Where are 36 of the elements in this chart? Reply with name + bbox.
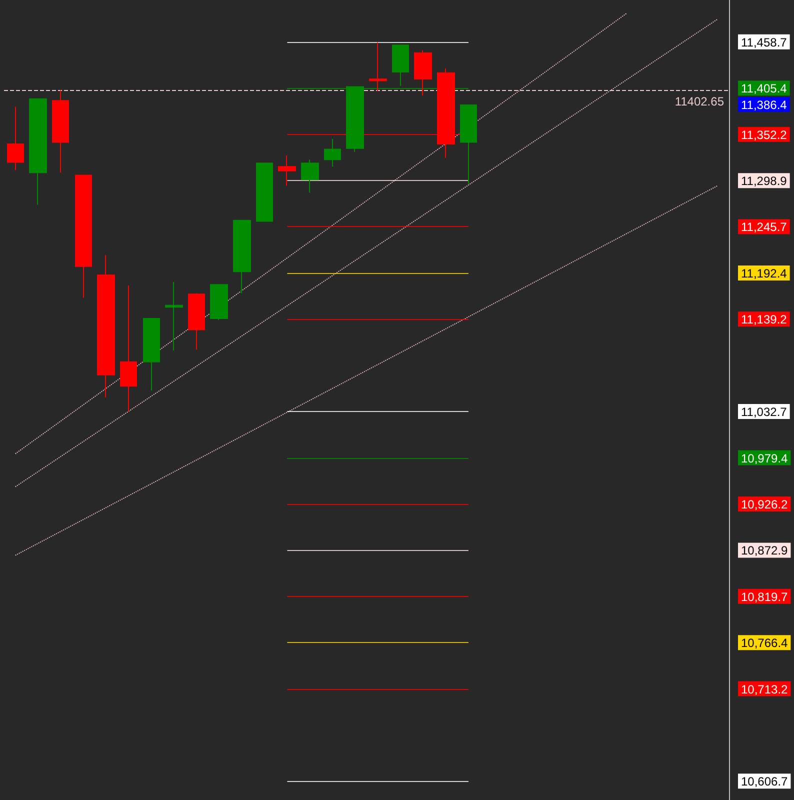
candlestick <box>188 292 205 350</box>
candlestick <box>301 159 319 194</box>
y-tick-label: 10,606.7 <box>741 774 788 789</box>
y-tick-label: 11,245.7 <box>741 220 788 234</box>
y-tick-label: 11,139.2 <box>741 312 788 327</box>
candlestick <box>75 174 92 298</box>
y-tick-label: 11,192.4 <box>741 266 788 280</box>
candlestick <box>210 284 228 321</box>
candlestick <box>165 281 183 352</box>
candlestick <box>256 162 273 222</box>
y-tick-label: 10,713.2 <box>741 682 788 696</box>
text: 11,386.4 <box>741 98 788 112</box>
y-tick-label: 11,298.9 <box>741 174 788 188</box>
y-tick-label: 11,405.4 <box>741 82 788 96</box>
y-tick-label: 10,872.9 <box>741 544 788 558</box>
candlestick <box>7 106 24 171</box>
y-tick-label: 10,819.7 <box>741 590 788 604</box>
candlestick <box>29 98 47 206</box>
candlestick <box>52 90 69 174</box>
y-tick-label: 11,458.7 <box>741 35 788 50</box>
candlestick <box>324 138 341 168</box>
candlestick <box>120 284 137 412</box>
candlestick <box>278 154 296 186</box>
candlestick <box>369 42 387 92</box>
ref-line-label: 11402.65 <box>674 94 724 109</box>
candlestick <box>414 50 432 96</box>
y-tick-label: 10,979.4 <box>741 451 788 466</box>
candlestick <box>233 220 251 294</box>
candlestick <box>97 254 115 398</box>
y-tick-label: 10,766.4 <box>741 636 788 650</box>
y-tick-label: 11,352.2 <box>741 128 788 142</box>
y-tick-label: 11,032.7 <box>741 405 788 420</box>
candlestick <box>460 104 477 184</box>
y-tick-label: 10,926.2 <box>741 497 788 512</box>
candlestick <box>392 44 409 86</box>
candlestick <box>143 318 160 391</box>
